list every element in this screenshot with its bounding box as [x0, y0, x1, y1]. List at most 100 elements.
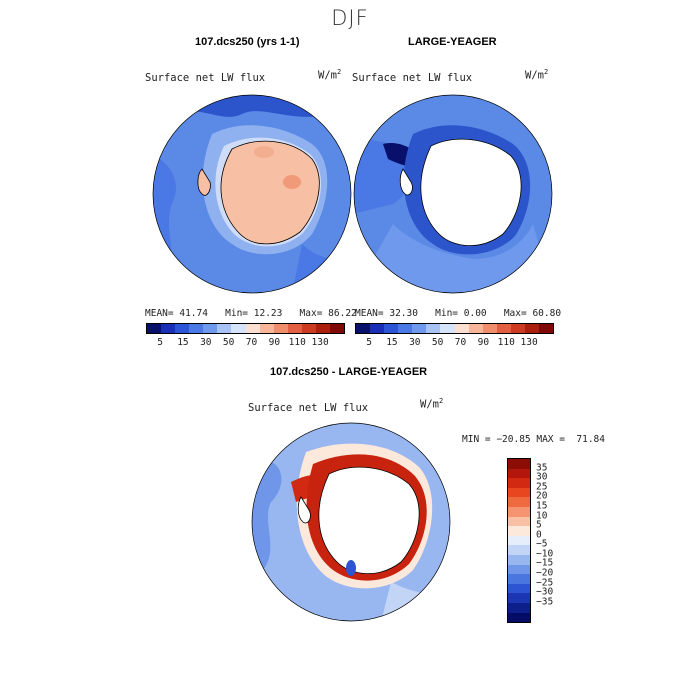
- diff-colorbar-label: 10: [536, 510, 548, 522]
- left-colorbar-swatch: [273, 324, 288, 333]
- left-min-value: 12.23: [253, 308, 283, 319]
- diff-panel-variable: Surface net LW flux: [248, 402, 369, 414]
- diff-colorbar-swatch: [508, 516, 530, 527]
- right-colorbar-label: 30: [409, 337, 421, 348]
- diff-colorbar-swatch: [508, 526, 530, 536]
- right-colorbar-swatch: [398, 324, 413, 333]
- diff-colorbar-swatch: [508, 564, 530, 575]
- diff-colorbar-swatch: [508, 535, 530, 546]
- diff-colorbar-swatch: [508, 554, 530, 565]
- diff-colorbar-label: −10: [536, 548, 554, 560]
- diff-colorbar-label: 20: [536, 490, 548, 502]
- left-colorbar-swatch: [217, 324, 232, 333]
- left-colorbar-swatch: [330, 324, 345, 333]
- right-panel-units: W/m2: [525, 68, 549, 82]
- left-colorbar-label: 15: [177, 337, 189, 348]
- right-colorbar-swatch: [356, 324, 371, 333]
- diff-colorbar-label: −35: [536, 596, 554, 608]
- left-colorbar-swatch: [259, 324, 274, 333]
- right-colorbar-label: 50: [431, 337, 444, 348]
- left-max-value: 86.22: [328, 308, 357, 319]
- diff-colorbar-swatch: [508, 593, 530, 603]
- diff-colorbar-swatch: [508, 602, 530, 613]
- diff-colorbar-swatch: [508, 497, 530, 507]
- right-min-value: 0.00: [463, 308, 487, 319]
- right-colorbar-swatch: [496, 324, 511, 333]
- left-colorbar-label: 5: [157, 337, 163, 348]
- diff-panel-title: 107.dcs250 - LARGE-YEAGER: [270, 366, 428, 378]
- left-panel-stats: MEAN= 41.74 Min= 12.23 Max= 86.22: [145, 308, 357, 319]
- diff-colorbar-label: 25: [536, 481, 548, 493]
- right-colorbar-swatch: [440, 324, 455, 333]
- left-mean-value: 41.74: [179, 308, 208, 319]
- left-colorbar-swatch: [231, 324, 246, 333]
- right-colorbar-swatch: [539, 324, 554, 333]
- diff-colorbar-swatch: [508, 459, 530, 469]
- diff-panel-units: W/m2: [420, 397, 444, 411]
- right-colorbar-swatch: [482, 324, 497, 333]
- left-colorbar-swatch: [315, 324, 331, 333]
- right-colorbar-label: 5: [366, 337, 372, 348]
- left-colorbar-label: 30: [200, 337, 212, 348]
- left-colorbar: [146, 323, 345, 334]
- right-colorbar-label: 15: [386, 337, 398, 348]
- left-colorbar-swatch: [189, 324, 204, 333]
- diff-colorbar-swatch: [508, 612, 530, 623]
- right-mean-value: 32.30: [389, 308, 418, 319]
- right-panel-title: LARGE-YEAGER: [408, 36, 497, 48]
- left-panel-title: 107.dcs250 (yrs 1-1): [195, 36, 300, 48]
- right-colorbar-label: 130: [520, 337, 538, 348]
- right-colorbar-swatch: [468, 324, 483, 333]
- right-colorbar-swatch: [454, 324, 469, 333]
- left-panel-variable: Surface net LW flux: [145, 72, 266, 84]
- right-colorbar-swatch: [524, 324, 540, 333]
- diff-colorbar-label: −15: [536, 557, 554, 569]
- right-colorbar-label: 110: [497, 337, 515, 348]
- diff-colorbar-swatch: [508, 583, 530, 594]
- right-panel-variable: Surface net LW flux: [352, 72, 473, 84]
- diff-colorbar: [507, 458, 531, 623]
- right-colorbar-swatch: [510, 324, 525, 333]
- diff-colorbar-labels: 35 30 25 20 15 10 5 0 −5 −10 −15 −20 −25 −30 −35: [536, 458, 576, 621]
- right-colorbar-label: 70: [454, 337, 467, 348]
- right-max-value: 60.80: [532, 308, 562, 319]
- left-colorbar-swatch: [301, 324, 316, 333]
- left-colorbar-swatch: [161, 324, 176, 333]
- right-polar-map: [353, 94, 553, 294]
- diff-colorbar-swatch: [508, 545, 530, 555]
- left-colorbar-label: 130: [311, 337, 329, 348]
- left-colorbar-label: 110: [288, 337, 306, 348]
- left-panel-units: W/m2: [318, 68, 342, 82]
- left-colorbar-swatch: [245, 324, 260, 333]
- left-colorbar-swatch: [287, 324, 302, 333]
- right-colorbar-swatch: [412, 324, 427, 333]
- diff-colorbar-label: −25: [536, 577, 554, 589]
- diff-colorbar-label: −20: [536, 567, 554, 579]
- left-colorbar-labels: 5 15 30 50 70 90 110 130: [146, 337, 343, 349]
- right-colorbar-swatch: [370, 324, 385, 333]
- diff-colorbar-label: 30: [536, 471, 548, 483]
- right-colorbar-swatch: [384, 324, 399, 333]
- diff-colorbar-label: −5: [536, 538, 548, 550]
- diff-colorbar-label: 5: [536, 519, 542, 531]
- diff-colorbar-swatch: [508, 487, 530, 498]
- diff-colorbar-swatch: [508, 468, 530, 479]
- left-colorbar-swatch: [175, 324, 190, 333]
- diff-colorbar-label: 0: [536, 529, 542, 541]
- left-colorbar-label: 70: [245, 337, 258, 348]
- left-colorbar-label: 50: [222, 337, 235, 348]
- left-colorbar-swatch: [203, 324, 218, 333]
- diff-colorbar-swatch: [508, 574, 530, 584]
- figure-title: DJF: [331, 6, 369, 30]
- diff-colorbar-swatch: [508, 478, 530, 488]
- diff-colorbar-swatch: [508, 506, 530, 517]
- right-colorbar-label: 90: [477, 337, 490, 348]
- diff-colorbar-label: 15: [536, 500, 548, 512]
- right-colorbar-labels: 5 15 30 50 70 90 110 130: [355, 337, 552, 349]
- left-polar-map: [152, 94, 352, 294]
- right-panel-stats: MEAN= 32.30 Min= 0.00 Max= 60.80: [355, 308, 562, 319]
- diff-polar-map: [251, 422, 451, 622]
- right-colorbar-swatch: [426, 324, 441, 333]
- left-colorbar-swatch: [147, 324, 162, 333]
- diff-panel-minmax: MIN = −20.85 MAX = 71.84: [462, 434, 605, 445]
